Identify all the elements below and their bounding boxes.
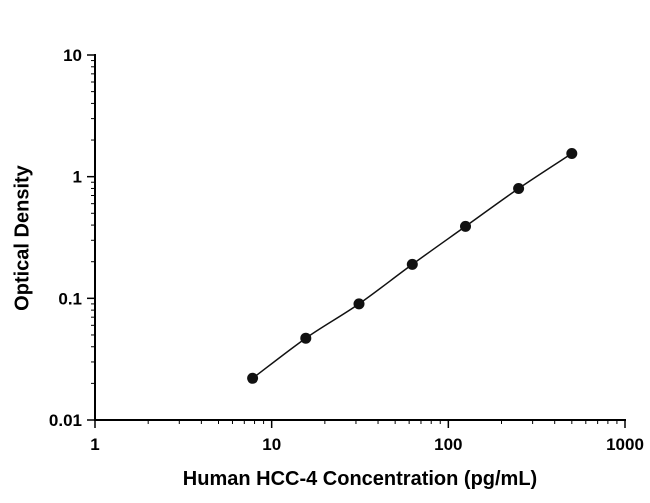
data-point [513,183,525,194]
x-axis-title: Human HCC-4 Concentration (pg/mL) [182,468,538,490]
data-point [353,298,365,310]
y-axis-title: Optical Density [11,165,34,311]
data-point [460,220,471,232]
data-point [247,372,259,384]
x-tick-label: 10 [262,435,281,454]
y-tick-label: 1 [73,168,82,187]
data-point [406,258,418,270]
y-tick-label: 0.01 [49,411,82,430]
data-point [300,332,312,344]
y-tick-label: 0.1 [58,289,82,308]
x-tick-label: 100 [434,435,462,454]
x-tick-label: 1 [90,435,99,454]
data-point [566,148,578,159]
x-tick-label: 1000 [606,435,644,454]
y-tick-label: 10 [63,46,82,65]
